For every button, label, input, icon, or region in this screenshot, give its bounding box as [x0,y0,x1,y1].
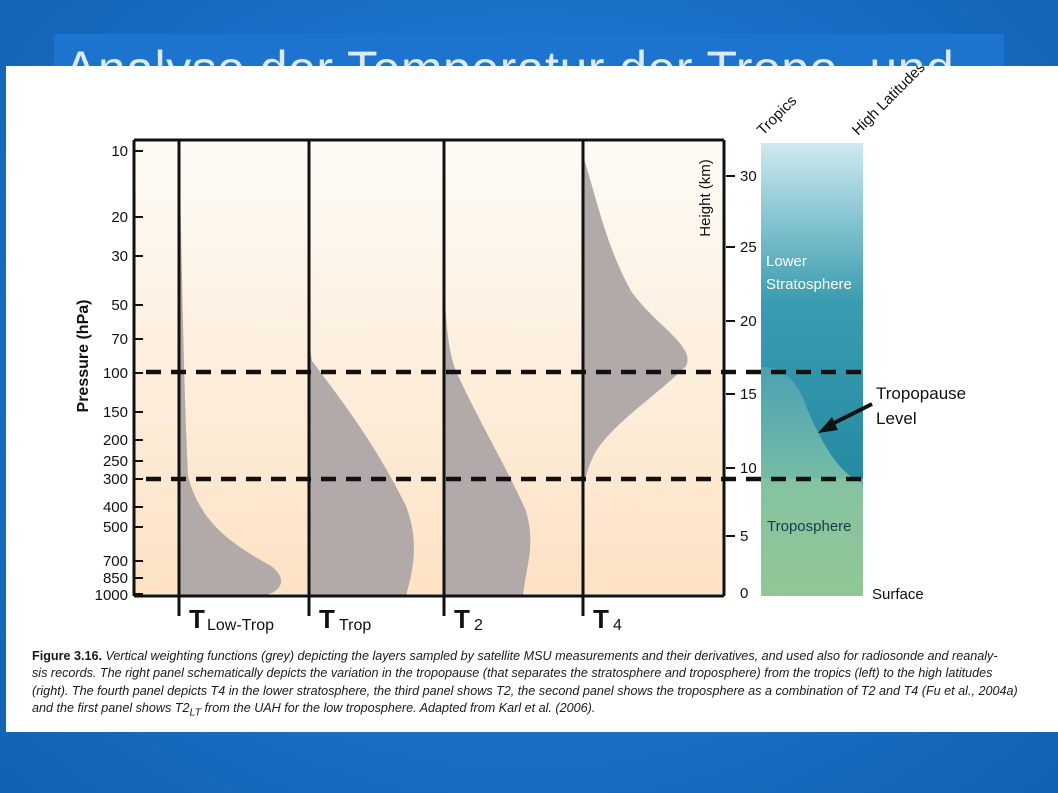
pressure-tick-label: 400 [103,499,128,516]
tropics-label: Tropics [754,92,800,138]
height-tick-label: 10 [740,460,757,477]
weighting-curve-t2 [443,146,531,596]
figure-panel: 10 20 30 50 70 100 150 200 250 300 400 5… [6,66,1058,732]
panel-label-sub: Low-Trop [207,617,274,634]
pressure-tick-labels: 10 20 30 50 70 100 150 200 250 300 400 5… [95,143,128,604]
troposphere-base [761,479,863,596]
troposphere-label: Troposphere [767,518,852,535]
height-tick-label: 30 [740,168,757,185]
panel-label-main: T [319,604,335,634]
height-axis-label: Height (km) [697,159,714,237]
caption-line-1: Figure 3.16. Vertical weighting function… [32,648,1042,665]
tropopause-arrow-shaft [827,402,873,428]
pressure-tick-label: 300 [103,471,128,488]
pressure-axis-label: Pressure (hPa) [75,300,92,413]
panel-label-sub: 2 [474,617,483,634]
pressure-tick-label: 150 [103,404,128,421]
panel-label-main: T [189,604,205,634]
pressure-tick-label: 1000 [95,587,128,604]
figure-caption: Figure 3.16. Vertical weighting function… [32,648,1042,722]
pressure-tick-label: 500 [103,519,128,536]
weighting-function-figure: 10 20 30 50 70 100 150 200 250 300 400 5… [75,66,966,634]
pressure-ticks [134,150,143,595]
pressure-tick-label: 50 [111,297,128,314]
caption-text: (right). The fourth panel depicts T4 in … [32,683,1018,698]
height-tick-label: 20 [740,313,757,330]
pressure-tick-label: 10 [111,143,128,160]
tropopause-label-line1: Tropopause [876,384,966,403]
pressure-tick-label: 70 [111,331,128,348]
stratosphere-label-line1: Lower [766,253,807,270]
caption-text: and the first panel shows T2 [32,701,190,716]
pressure-tick-label: 200 [103,432,128,449]
caption-text: sis records. The right panel schematical… [32,666,993,681]
panel-label-main: T [593,604,609,634]
pressure-tick-label: 250 [103,453,128,470]
tropopause-label-line2: Level [876,409,917,428]
weighting-curve-low-trop [179,146,282,596]
panel-labels: T Low-Trop T Trop T 2 T 4 [189,604,622,634]
height-tick-label: 5 [740,528,748,545]
height-tick-labels: 30 25 20 15 10 5 0 [740,168,757,602]
height-tick-label: 15 [740,386,757,403]
pressure-tick-label: 700 [103,553,128,570]
caption-line-4: and the first panel shows T2LT from the … [32,700,1042,722]
surface-label: Surface [872,586,924,603]
high-latitudes-label: High Latitudes [849,66,929,139]
panel-label-sub: 4 [613,617,622,634]
height-tick-label: 0 [740,585,748,602]
caption-line-2: sis records. The right panel schematical… [32,665,1042,682]
pressure-tick-label: 30 [111,248,128,265]
panel-label-main: T [454,604,470,634]
height-tick-label: 25 [740,239,757,256]
caption-line-3: (right). The fourth panel depicts T4 in … [32,683,1042,700]
caption-figure-label: Figure 3.16. [32,649,102,663]
caption-text: Vertical weighting functions (grey) depi… [105,649,998,663]
stratosphere-label-line2: Stratosphere [766,276,852,293]
pressure-tick-label: 20 [111,209,128,226]
pressure-tick-label: 850 [103,570,128,587]
weighting-curve-t4 [583,156,688,486]
caption-text: from the UAH for the low troposphere. Ad… [201,701,596,716]
pressure-tick-label: 100 [103,365,128,382]
height-ticks [726,175,735,537]
weighting-curve-trop [307,146,414,596]
caption-subscript: LT [189,706,201,719]
panel-label-sub: Trop [339,617,371,634]
tropopause-arrow-head [818,417,838,433]
